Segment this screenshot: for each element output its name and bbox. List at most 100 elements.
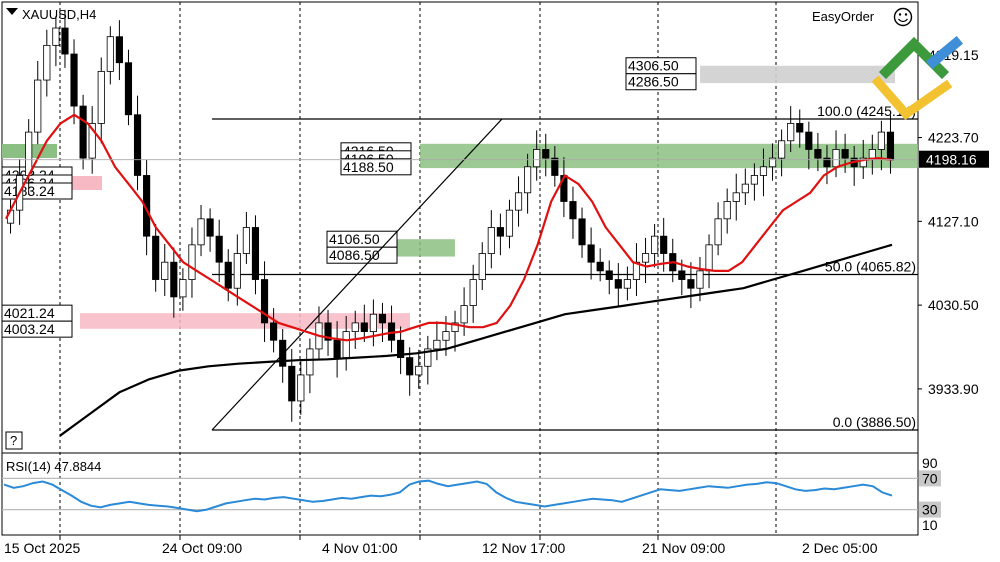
fib-level-label: 100.0 (4245.14) (817, 103, 916, 119)
candle-body (43, 44, 51, 81)
candle-body (333, 339, 341, 358)
candle-body (406, 357, 414, 376)
candle-body (224, 261, 232, 289)
candle-body (260, 279, 269, 324)
candle-body (787, 123, 795, 142)
easyorder-label[interactable]: EasyOrder (812, 9, 875, 24)
time-axis: 15 Oct 2025 24 Oct 09:00 4 Nov 01:00 12 Nov… (4, 535, 878, 556)
x-tick-label: 21 Nov 09:00 (642, 540, 725, 556)
smiley-icon[interactable] (893, 7, 913, 27)
candle-body (614, 279, 622, 289)
rsi-level-tag (919, 470, 941, 487)
long-moving-average-line (59, 243, 893, 437)
candle-body (732, 192, 740, 202)
candle-body (188, 244, 196, 280)
candle-body (397, 339, 405, 358)
symbol-label: XAUUSD,H4 (22, 7, 96, 22)
zone-price-label-box (625, 73, 697, 91)
candle-body (478, 253, 486, 280)
candle-body (605, 270, 613, 280)
candle-body (70, 53, 78, 107)
x-tick-label: 24 Oct 09:00 (162, 540, 242, 556)
candle-body (133, 114, 142, 176)
left-stack-label: 4183.24 (4, 183, 55, 199)
rsi-line (3, 479, 893, 513)
candle-body (542, 149, 550, 159)
easyorder-logo-icon (871, 35, 964, 121)
rsi-level-label: 30 (922, 502, 938, 518)
zone-price-label: 4286.50 (628, 74, 679, 90)
candle-body (841, 149, 849, 159)
candle-body (505, 209, 514, 237)
candle-body (705, 244, 713, 272)
candle-body (34, 79, 42, 133)
candle-body (442, 331, 450, 341)
candle-body (714, 218, 722, 246)
current-price-label: 4198.16 (926, 152, 977, 168)
candle-body (778, 140, 786, 159)
rsi-level-label: 70 (922, 470, 938, 486)
candle-body (741, 183, 749, 194)
candle-body (351, 322, 359, 332)
x-tick-label: 4 Nov 01:00 (322, 540, 398, 556)
candle-body (179, 279, 187, 298)
candle-body (687, 279, 695, 289)
candle-body (324, 322, 332, 341)
candle-body (859, 157, 867, 168)
candle-body (587, 244, 595, 263)
candle-body (868, 149, 876, 159)
candle-body (79, 105, 87, 159)
candle-body (242, 227, 250, 254)
candle-body (469, 279, 477, 306)
dropdown-arrow-icon[interactable] (6, 8, 18, 15)
price-zone-pink (80, 313, 410, 329)
candle-body (496, 227, 504, 237)
candle-body (451, 322, 459, 332)
candle-body (279, 339, 287, 367)
candle-body (251, 227, 260, 280)
zone-price-label: 4086.50 (329, 247, 380, 263)
x-tick-label: 2 Dec 05:00 (802, 540, 878, 556)
candle-body (106, 36, 114, 72)
zone-price-label: 4003.24 (4, 321, 55, 337)
candle-body (877, 131, 885, 150)
candle-body (723, 201, 731, 220)
easyorder-header[interactable]: EasyOrder (812, 7, 913, 27)
candle-body (651, 235, 659, 254)
candle-body (297, 374, 305, 402)
symbol-header[interactable]: XAUUSD,H4 (6, 7, 96, 22)
candle-body (514, 192, 523, 211)
candle-body (369, 313, 377, 332)
help-button[interactable]: ? (5, 431, 23, 450)
zone-price-label: 4106.50 (329, 231, 380, 247)
candle-body (270, 322, 278, 341)
candle-body (52, 27, 60, 46)
candle-body (487, 227, 495, 254)
help-icon[interactable]: ? (10, 433, 17, 448)
zone-price-label-box (1, 320, 73, 338)
rsi-level-label: 10 (922, 517, 938, 533)
candle-body (660, 235, 668, 254)
candle-body (750, 175, 758, 185)
y-tick-label: 4127.10 (928, 213, 979, 229)
candle-body (569, 201, 577, 220)
candle-body (424, 348, 432, 367)
candle-body (215, 235, 223, 263)
candle-body (823, 157, 831, 168)
y-tick-label: 4223.70 (928, 130, 979, 146)
candle-body (886, 131, 895, 161)
candle-body (206, 218, 214, 237)
candle-body (124, 62, 133, 116)
fib-level-label: 50.0 (4065.82) (825, 258, 916, 274)
candle-body (596, 261, 604, 272)
short-moving-average-line (5, 113, 893, 342)
candle-body (152, 235, 160, 280)
fib-level-label: 0.0 (3886.50) (833, 414, 916, 430)
candle-body (233, 253, 241, 289)
candle-body (578, 218, 586, 246)
candle-body (378, 313, 387, 324)
candle-body (805, 131, 813, 150)
candle-body (623, 279, 631, 289)
